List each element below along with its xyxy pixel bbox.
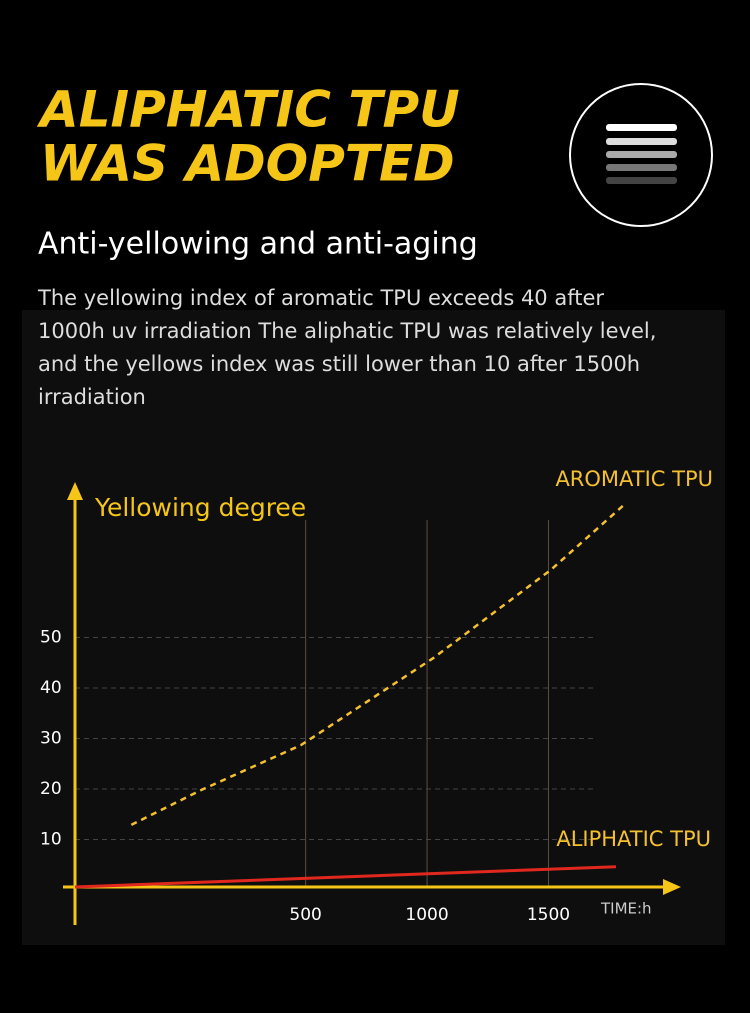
y-tick-label: 50 [40, 628, 62, 648]
subtitle: Anti-yellowing and anti-aging [38, 227, 478, 262]
paragraph-line: irradiation [38, 385, 146, 409]
series-line [74, 865, 617, 889]
y-tick-label: 10 [40, 830, 62, 850]
paragraph-line: and the yellows index was still lower th… [38, 352, 640, 376]
y-tick-label: 20 [40, 779, 62, 799]
menu-icon[interactable] [569, 83, 713, 227]
menu-bar [606, 138, 677, 145]
title-line: ALIPHATIC TPU [36, 81, 460, 139]
y-axis-label: Yellowing degree [94, 493, 306, 522]
chart: 10 20 30 40 50 500 1000 1500 Yellowing degree TIM… [40, 467, 713, 925]
series-line [130, 502, 627, 826]
x-axis-label: TIME:h [600, 900, 652, 918]
paragraph-line: The yellowing index of aromatic TPU exce… [37, 286, 604, 310]
x-tick-label: 1000 [405, 905, 448, 925]
menu-bar [606, 124, 677, 131]
x-axis-arrow [663, 879, 681, 895]
menu-bar [606, 177, 677, 184]
series-label: ALIPHATIC TPU [556, 827, 711, 851]
y-axis-arrow [67, 482, 83, 500]
title-line: WAS ADOPTED [40, 135, 455, 193]
menu-bar [606, 164, 677, 171]
series-label: AROMATIC TPU [555, 467, 713, 491]
paragraph-line: 1000h uv irradiation The aliphatic TPU w… [38, 319, 656, 343]
x-tick-label: 500 [289, 905, 321, 925]
menu-circle [569, 83, 713, 227]
x-tick-label: 1500 [527, 905, 570, 925]
y-tick-label: 40 [40, 678, 62, 698]
y-tick-label: 30 [40, 729, 62, 749]
menu-bar [606, 151, 677, 158]
